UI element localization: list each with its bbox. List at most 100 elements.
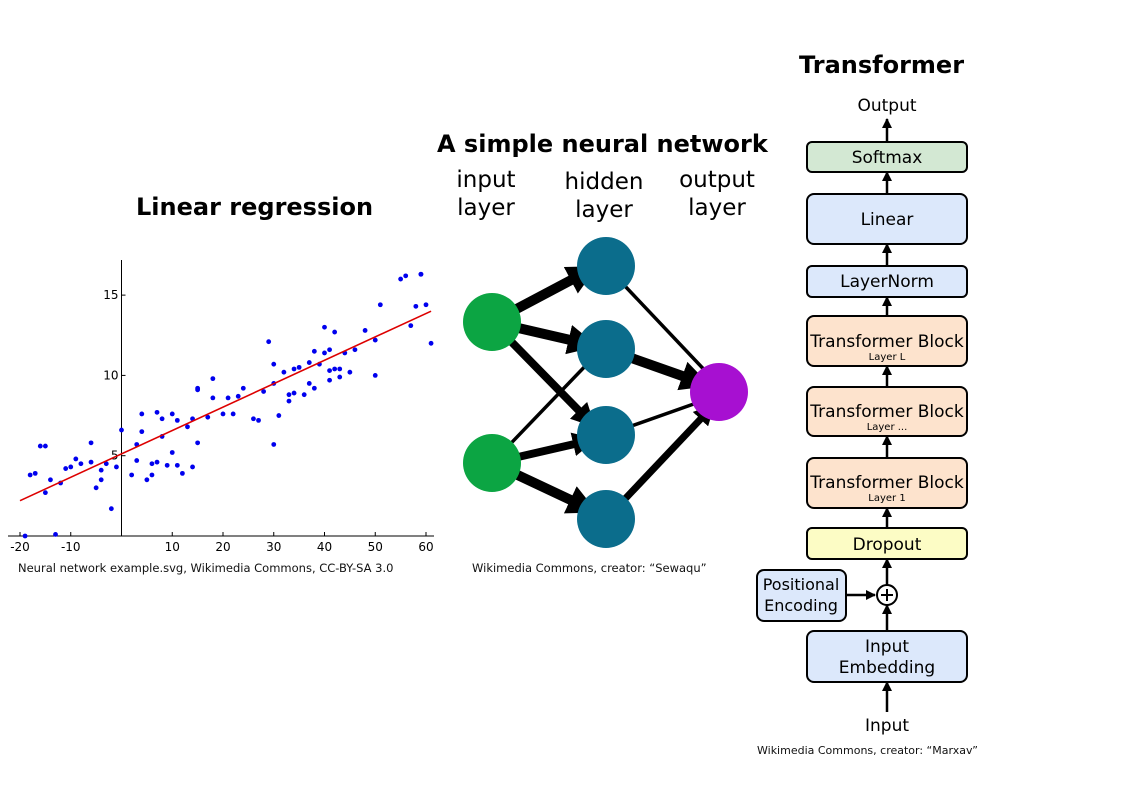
data-point [98,477,104,483]
data-point [276,413,282,418]
data-point [134,458,140,463]
tb-dots-sublabel: Layer ... [867,422,908,433]
data-point [88,459,94,465]
data-point [251,416,256,422]
data-point [129,472,135,478]
data-point [32,470,38,476]
data-point [139,429,145,435]
data-point [337,374,343,380]
data-point [53,531,58,537]
data-point [347,369,353,375]
dropout-block: Dropout [806,527,968,560]
data-point [108,506,114,512]
data-point [205,414,211,420]
data-point [210,395,216,401]
data-point [114,464,119,470]
pos-label-1: Positional [763,575,840,594]
data-point [266,339,272,345]
data-point [261,389,266,394]
regression-line [19,310,432,502]
x-tick-label: 50 [368,540,383,554]
input-embedding-block: Input Embedding [806,630,968,683]
data-point [225,395,231,401]
data-point [301,392,307,398]
data-point [235,393,241,399]
x-tick-label: 30 [266,540,281,554]
data-point [372,373,378,378]
x-tick-label: 10 [165,540,180,554]
nn-edges [489,264,715,522]
tb-l-label: Transformer Block [809,332,964,352]
nn-hidden-node [577,406,635,464]
emb-label-1: Input [865,637,909,657]
nn-credit: Wikimedia Commons, creator: “Sewaqu” [472,561,707,575]
transformer-input-label: Input [865,716,909,736]
layernorm-block: LayerNorm [806,265,968,298]
data-point [306,381,312,386]
data-point [423,302,429,308]
data-point [42,490,48,496]
x-tick-label: -20 [10,540,30,554]
data-point [98,467,104,473]
data-point [352,347,358,353]
data-point [271,442,277,447]
data-point [327,368,332,373]
tb-1-label: Transformer Block [809,473,964,493]
dropout-label: Dropout [853,535,922,555]
data-point [119,427,124,433]
x-tick-label: 40 [317,540,332,554]
data-point [103,461,109,467]
transformer-block-dots: Transformer Block Layer ... [806,386,968,437]
data-point [169,450,175,455]
data-point [413,303,419,309]
layernorm-label: LayerNorm [840,272,934,292]
regression-points [22,271,434,539]
data-point [418,271,424,277]
data-point [22,533,28,539]
y-tick-label: 5 [111,449,119,463]
data-point [78,461,84,467]
data-point [63,466,69,471]
nn-nodes [463,237,748,548]
tb-1-sublabel: Layer 1 [868,493,905,504]
transformer-block-1: Transformer Block Layer 1 [806,457,968,509]
nn-hidden-node [577,237,635,295]
data-point [377,302,383,308]
nn-hidden-node [577,320,635,378]
nn-layer-label-hidden: hidden layer [549,168,659,224]
y-tick-label: 15 [103,288,118,302]
nn-hidden-node [577,490,635,548]
nn-title: A simple neural network [437,130,768,158]
regression-chart: -20 -10 10 20 30 40 50 60 5 10 15 [8,260,434,554]
data-point [428,340,434,346]
data-point [149,472,155,478]
fit-line [19,310,432,502]
data-point [27,472,33,478]
data-point [164,462,170,468]
data-point [195,387,201,393]
data-point [185,424,190,430]
x-tick-label: 20 [215,540,230,554]
positional-encoding-block: Positional Encoding [756,569,847,622]
nn-output-node [690,363,748,421]
data-point [240,385,246,391]
linear-label: Linear [861,210,914,230]
nn-diagram [463,237,748,548]
data-point [256,417,261,423]
transformer-title: Transformer [799,51,965,79]
nn-input-node [463,434,521,492]
data-point [42,443,48,449]
softmax-block: Softmax [806,141,968,173]
data-point [154,409,160,415]
nn-hidden-line1: hidden [564,169,644,195]
data-point [398,276,404,282]
data-point [322,324,327,330]
data-point [159,416,165,422]
data-point [362,328,368,333]
x-tick-label: 60 [418,540,433,554]
tb-dots-label: Transformer Block [809,402,964,422]
nn-hidden-line2: layer [575,197,633,223]
data-point [332,366,338,372]
data-point [144,477,150,483]
data-point [311,385,317,391]
